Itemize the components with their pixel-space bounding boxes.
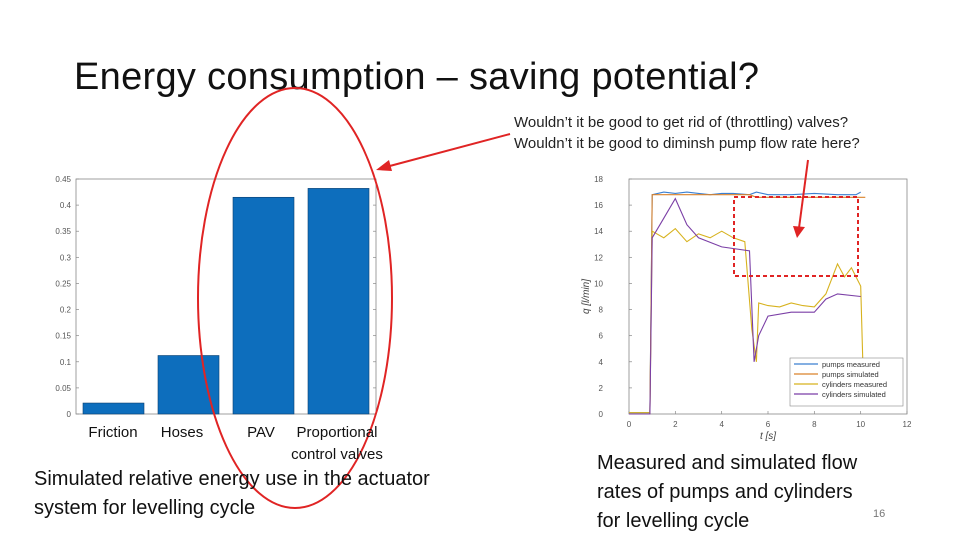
series-line-cylinders-simulated (629, 197, 861, 415)
caption-energy-line-2: system for levelling cycle (34, 497, 256, 519)
flow-ytick-label: 14 (594, 227, 603, 236)
legend-entry: pumps simulated (822, 370, 879, 379)
bar-ytick-label: 0 (67, 410, 72, 419)
bar-hoses (157, 355, 220, 415)
series-line-cylinders-measured (629, 227, 864, 414)
annotation-questions: Wouldn’t it be good to get rid of (throt… (514, 112, 860, 154)
question-valves: Wouldn’t it be good to get rid of (throt… (514, 114, 849, 131)
pump-flow-highlight-box (733, 196, 859, 277)
bar-ytick-label: 0.25 (55, 279, 71, 288)
legend-entry: pumps measured (822, 360, 880, 369)
legend-entry: cylinders measured (822, 380, 887, 389)
question-pump-flow: Wouldn’t it be good to diminsh pump flow… (514, 135, 860, 152)
slide-title: Energy consumption – saving potential? (74, 56, 760, 98)
caption-flow-line-1: Measured and simulated flow (597, 452, 858, 474)
flow-ytick-label: 4 (599, 358, 604, 367)
flow-xtick-label: 8 (812, 420, 817, 429)
bar-category-label: control valves (291, 446, 383, 463)
flow-xtick-label: 10 (856, 420, 865, 429)
bar-ytick-label: 0.4 (60, 201, 72, 210)
bar-category-label: Hoses (160, 424, 204, 441)
flow-yaxis-label: q [l/min] (581, 279, 592, 314)
bar-ytick-label: 0.3 (60, 253, 72, 262)
caption-flow-line-2: rates of pumps and cylinders (597, 481, 853, 503)
caption-energy-use: Simulated relative energy use in the act… (34, 465, 504, 523)
flow-xaxis-label: t [s] (760, 431, 776, 442)
bar-friction (82, 402, 145, 415)
flow-xtick-label: 6 (766, 420, 771, 429)
flow-ytick-label: 18 (594, 175, 603, 184)
arrow-to-pump-flow (798, 159, 809, 229)
bar-ytick-label: 0.35 (55, 227, 71, 236)
legend-entry: cylinders simulated (822, 390, 886, 399)
flow-ytick-label: 6 (599, 332, 604, 341)
flow-ytick-label: 12 (594, 253, 603, 262)
arrow-to-valves (385, 133, 511, 168)
flow-xtick-label: 12 (903, 420, 912, 429)
valves-highlight-ellipse (197, 87, 393, 509)
flow-xtick-label: 4 (719, 420, 724, 429)
flow-ytick-label: 0 (599, 410, 604, 419)
series-line-pumps-measured (629, 191, 861, 414)
arrow-to-valves-head (376, 160, 392, 171)
flow-ytick-label: 2 (599, 384, 604, 393)
flow-legend (789, 357, 904, 407)
flow-ytick-label: 10 (594, 279, 603, 288)
bar-ytick-label: 0.45 (55, 175, 71, 184)
bar-pav (232, 196, 295, 415)
flow-ytick-label: 16 (594, 201, 603, 210)
caption-flow-line-3: for levelling cycle (597, 510, 750, 532)
bar-ytick-label: 0.2 (60, 306, 72, 315)
bar-ytick-label: 0.1 (60, 358, 72, 367)
bar-ytick-label: 0.05 (55, 384, 71, 393)
bar-proportional-control-valves (307, 188, 370, 415)
bar-ytick-label: 0.15 (55, 332, 71, 341)
bar-category-label: Proportional (296, 424, 378, 441)
arrow-to-pump-flow-head (793, 226, 805, 238)
slide-number: 16 (873, 508, 886, 520)
bar-category-label: Friction (88, 424, 138, 441)
caption-energy-line-1: Simulated relative energy use in the act… (34, 468, 430, 490)
flow-ytick-label: 8 (599, 306, 604, 315)
bar-category-label: PAV (247, 424, 275, 441)
flow-xtick-label: 0 (627, 420, 632, 429)
caption-flow-rates: Measured and simulated flow rates of pum… (597, 449, 927, 536)
flow-xtick-label: 2 (673, 420, 678, 429)
